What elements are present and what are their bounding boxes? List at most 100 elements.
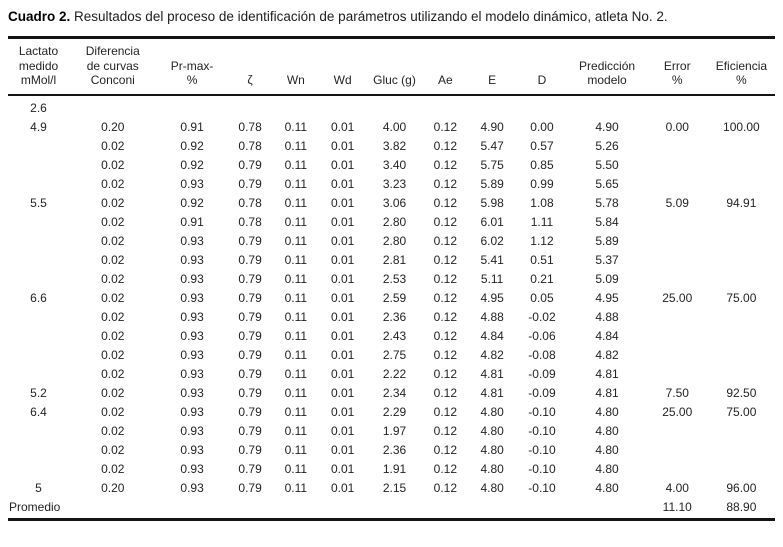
column-header: ζ: [247, 73, 253, 87]
divider-bottom: [8, 517, 775, 521]
table-cell: 0.02: [101, 366, 125, 381]
table-cell: 0.11: [284, 157, 308, 172]
table-cell: 0.78: [238, 119, 262, 134]
table-cell: 0.01: [330, 195, 355, 210]
table-cell: 0.11: [284, 480, 308, 495]
table-cell: [8, 270, 69, 289]
table-cell: 0.12: [433, 176, 458, 191]
table-cell: [708, 365, 775, 384]
table-cell: [69, 498, 156, 517]
table-cell: 0.12: [433, 157, 458, 172]
table-cell: [647, 175, 708, 194]
table-cell: 6.6: [30, 290, 47, 305]
table-cell: 5.50: [595, 157, 619, 172]
table-cell: 2.15: [382, 480, 407, 495]
table-cell: 0.93: [180, 309, 204, 324]
table-cell: -0.10: [528, 442, 556, 457]
table-cell: 0.11: [284, 347, 308, 362]
table-cell: 0.93: [180, 442, 204, 457]
table-cell: -0.10: [528, 480, 556, 495]
column-header: Predicción modelo: [579, 58, 636, 88]
table-cell: [708, 251, 775, 270]
table-cell: 0.01: [330, 385, 355, 400]
table-cell: [8, 441, 69, 460]
table-cell: [8, 232, 69, 251]
column-header: Wd: [333, 73, 352, 87]
column-header: Diferencia de curvas Conconi: [85, 44, 140, 87]
table-cell: [517, 498, 568, 517]
table-cell: [647, 95, 708, 118]
table-cell: 0.01: [330, 176, 355, 191]
table-cell: [647, 232, 708, 251]
table-cell: 0.02: [101, 271, 125, 286]
table-cell: 0.01: [330, 480, 355, 495]
table-cell: [8, 460, 69, 479]
table-cell: 0.02: [101, 423, 125, 438]
table-cell: 0.12: [433, 442, 458, 457]
table-cell: 0.93: [180, 328, 204, 343]
table-row: 0.02 0.93 0.79 0.11 0.01 3.23 0.12 5.89 0.99 5.65: [8, 175, 775, 194]
table-body: 2.6 4.9 0.20 0.91 0.78 0.11 0.01 4.00 0.12 4.90 0.…: [8, 95, 775, 517]
table-cell: 5.65: [595, 176, 619, 191]
table-cell: 1.91: [382, 461, 407, 476]
table-cell: -0.10: [528, 404, 556, 419]
table-cell: 0.79: [238, 385, 262, 400]
column-header: Eficiencia %: [715, 58, 768, 88]
table-cell: 4.95: [595, 290, 619, 305]
table-cell: 0.11: [284, 404, 308, 419]
table-cell: [517, 95, 568, 118]
column-header: Error %: [663, 58, 691, 88]
table-cell: 5.89: [595, 233, 619, 248]
table-row: 0.02 0.93 0.79 0.11 0.01 2.81 0.12 5.41 0.51 5.37: [8, 251, 775, 270]
table-cell: 25.00: [662, 290, 693, 305]
table-cell: 0.11: [284, 366, 308, 381]
table-cell: 0.12: [433, 214, 458, 229]
table-cell: 4.81: [480, 366, 504, 381]
table-cell: 0.01: [330, 442, 355, 457]
table-cell: 0.11: [284, 442, 308, 457]
table-cell: 1.08: [530, 195, 554, 210]
table-cell: 4.88: [595, 309, 619, 324]
table-cell: 0.51: [530, 252, 554, 267]
table-cell: 4.00: [382, 119, 407, 134]
table-row: 0.02 0.93 0.79 0.11 0.01 2.43 0.12 4.84 -0.06 4.8…: [8, 327, 775, 346]
table-cell: 5.98: [480, 195, 504, 210]
table-cell: 0.79: [238, 309, 262, 324]
table-cell: 0.11: [284, 214, 308, 229]
table-row: 5.5 0.02 0.92 0.78 0.11 0.01 3.06 0.12 5.98 1.08 5…: [8, 194, 775, 213]
table-cell: 0.05: [530, 290, 554, 305]
table-cell: 0.02: [101, 461, 125, 476]
table-cell: 0.93: [180, 271, 204, 286]
table-cell: 0.12: [433, 385, 458, 400]
table-row: 5.2 0.02 0.93 0.79 0.11 0.01 2.34 0.12 4.81 -0.09…: [8, 384, 775, 403]
table-cell: 0.11: [284, 119, 308, 134]
table-row: 0.02 0.93 0.79 0.11 0.01 1.91 0.12 4.80 -0.10 4.8…: [8, 460, 775, 479]
table-cell: 4.88: [480, 309, 504, 324]
table-cell: -0.06: [528, 328, 556, 343]
table-cell: 0.79: [238, 328, 262, 343]
table-row: 0.02 0.93 0.79 0.11 0.01 2.22 0.12 4.81 -0.09 4.8…: [8, 365, 775, 384]
table-cell: 4.90: [480, 119, 504, 134]
table-cell: [647, 156, 708, 175]
table-row: 0.02 0.92 0.78 0.11 0.01 3.82 0.12 5.47 0.57 5.26: [8, 137, 775, 156]
table-cell: 0.93: [180, 461, 204, 476]
table-cell: 0.00: [530, 119, 554, 134]
column-header: D: [537, 73, 547, 87]
table-cell: 0.11: [284, 195, 308, 210]
table-cell: 0.12: [433, 195, 458, 210]
table-cell: 0.57: [530, 138, 554, 153]
table-cell: [647, 251, 708, 270]
table-cell: [708, 460, 775, 479]
table-row: 2.6: [8, 95, 775, 118]
divider-top: [8, 36, 775, 39]
table-cell: 0.12: [433, 480, 458, 495]
table-cell: 0.01: [330, 290, 355, 305]
table-cell: 0.93: [180, 233, 204, 248]
table-cell: 0.21: [530, 271, 554, 286]
table-cell: 0.02: [101, 290, 125, 305]
table-cell: [423, 498, 468, 517]
table-cell: 6.02: [480, 233, 504, 248]
table-cell: 0.12: [433, 252, 458, 267]
table-cell: 4.80: [595, 480, 619, 495]
